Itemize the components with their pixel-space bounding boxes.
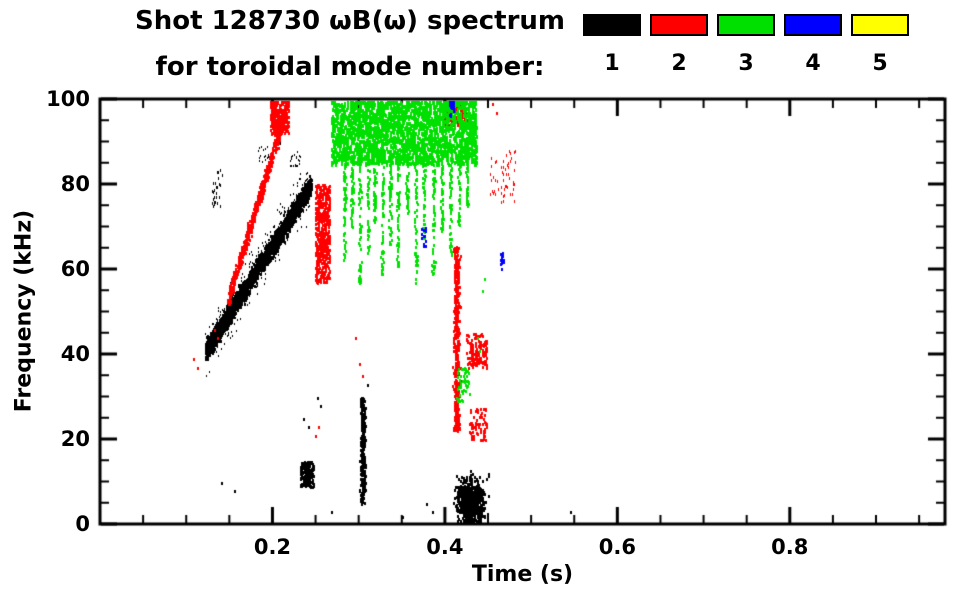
- legend-number-label: 5: [872, 51, 888, 76]
- legend-swatch-n5: [851, 14, 909, 36]
- y-axis-title: Frequency (kHz): [11, 209, 37, 413]
- legend-number-label: 4: [805, 51, 821, 76]
- x-tick-label: 0.4: [426, 535, 464, 559]
- y-tick-label: 60: [60, 257, 90, 281]
- x-tick-label: 0.2: [253, 535, 292, 559]
- legend-swatch-n3: [717, 14, 775, 36]
- x-tick-label: 0.8: [771, 535, 809, 559]
- y-tick-label: 80: [60, 172, 90, 196]
- legend-number-label: 1: [604, 51, 620, 76]
- y-tick-label: 0: [75, 512, 90, 536]
- x-axis-title: Time (s): [471, 562, 574, 587]
- x-tick-label: 0.6: [598, 535, 636, 559]
- legend-number-label: 3: [738, 51, 754, 76]
- legend-number-label: 2: [671, 51, 687, 76]
- legend-swatch-n1: [583, 14, 641, 36]
- figure-title: Shot 128730 ωB(ω) spectrum: [135, 6, 565, 36]
- y-tick-label: 100: [46, 87, 90, 111]
- legend-swatch-n2: [650, 14, 708, 36]
- y-tick-label: 40: [60, 342, 90, 366]
- figure-subtitle: for toroidal mode number:: [155, 52, 545, 82]
- y-tick-label: 20: [60, 427, 90, 451]
- legend-swatch-n4: [784, 14, 842, 36]
